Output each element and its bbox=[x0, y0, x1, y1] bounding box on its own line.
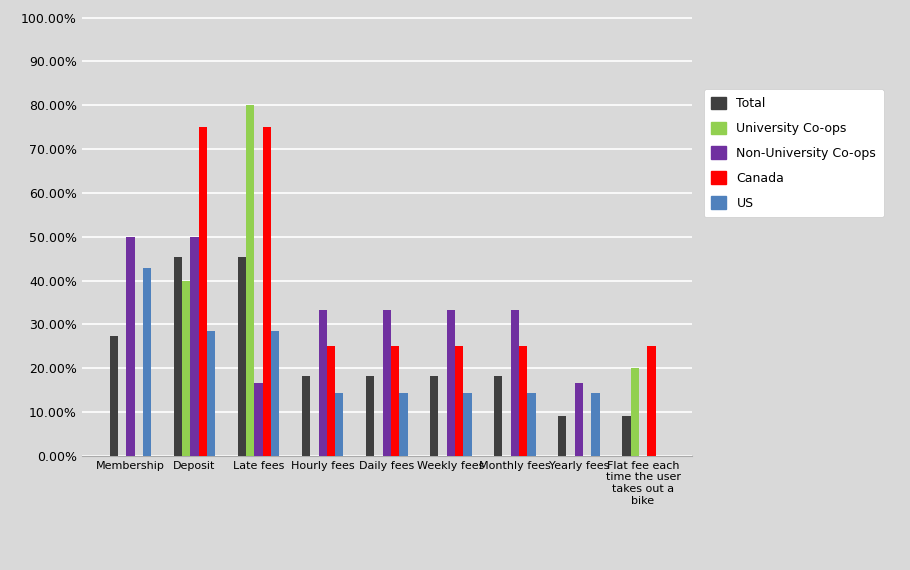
Bar bbox=[430, 376, 439, 456]
Bar bbox=[126, 237, 135, 456]
Bar bbox=[494, 376, 502, 456]
Bar bbox=[246, 105, 255, 456]
Bar bbox=[318, 310, 327, 456]
Bar bbox=[622, 416, 631, 456]
Bar bbox=[190, 237, 198, 456]
Bar bbox=[558, 416, 567, 456]
Bar bbox=[109, 336, 118, 456]
Bar bbox=[182, 280, 190, 456]
Bar bbox=[238, 256, 246, 456]
Bar bbox=[447, 310, 455, 456]
Bar bbox=[302, 376, 310, 456]
Bar bbox=[528, 393, 536, 456]
Bar bbox=[455, 347, 463, 456]
Bar bbox=[575, 383, 583, 456]
Bar bbox=[647, 347, 655, 456]
Bar bbox=[463, 393, 471, 456]
Bar bbox=[263, 127, 271, 456]
Bar bbox=[366, 376, 374, 456]
Legend: Total, University Co-ops, Non-University Co-ops, Canada, US: Total, University Co-ops, Non-University… bbox=[704, 89, 884, 217]
Bar bbox=[327, 347, 335, 456]
Bar bbox=[399, 393, 408, 456]
Bar bbox=[382, 310, 391, 456]
Bar bbox=[207, 331, 216, 456]
Bar bbox=[271, 331, 279, 456]
Bar bbox=[391, 347, 399, 456]
Bar bbox=[198, 127, 207, 456]
Bar bbox=[255, 383, 263, 456]
Bar bbox=[592, 393, 600, 456]
Bar bbox=[143, 268, 151, 456]
Bar bbox=[335, 393, 343, 456]
Bar bbox=[631, 368, 639, 456]
Bar bbox=[519, 347, 528, 456]
Bar bbox=[511, 310, 519, 456]
Bar bbox=[174, 256, 182, 456]
